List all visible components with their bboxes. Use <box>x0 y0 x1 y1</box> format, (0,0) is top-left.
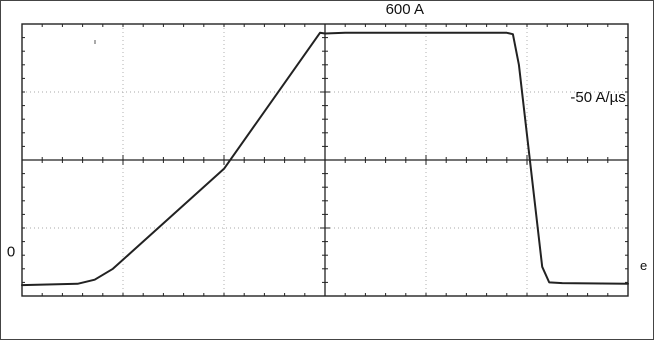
edge-glyph: e <box>640 258 647 273</box>
annotation-label-3: 0 <box>7 244 15 261</box>
series-layer <box>21 31 629 287</box>
graticule <box>21 23 629 297</box>
annotation-layer: 600 A -50 A/µs 0 <box>7 1 626 261</box>
annotation-label-1: 600 A <box>386 1 424 18</box>
annotation-label-2: -50 A/µs <box>570 89 625 106</box>
trace-line-1 <box>21 31 629 287</box>
